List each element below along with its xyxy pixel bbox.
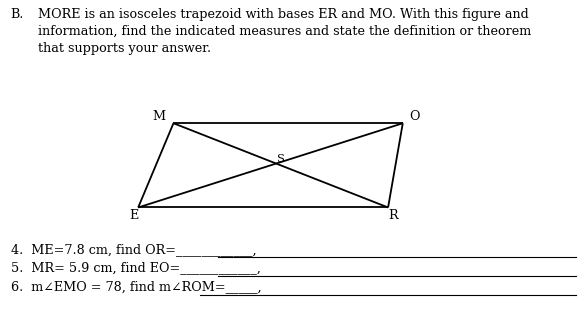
Text: 4.  ME=7.8 cm, find OR=____________,: 4. ME=7.8 cm, find OR=____________, [11,243,256,256]
Text: S: S [277,154,285,164]
Text: MORE is an isosceles trapezoid with bases ER and MO. With this figure and
inform: MORE is an isosceles trapezoid with base… [38,8,532,55]
Text: 6.  m∠EMO = 78, find m∠ROM=_____,: 6. m∠EMO = 78, find m∠ROM=_____, [11,280,261,293]
Text: R: R [388,209,397,222]
Text: M: M [152,110,165,124]
Text: O: O [409,110,420,124]
Text: E: E [129,209,139,222]
Text: B.: B. [11,8,24,21]
Text: 5.  MR= 5.9 cm, find EO=____________,: 5. MR= 5.9 cm, find EO=____________, [11,261,260,275]
